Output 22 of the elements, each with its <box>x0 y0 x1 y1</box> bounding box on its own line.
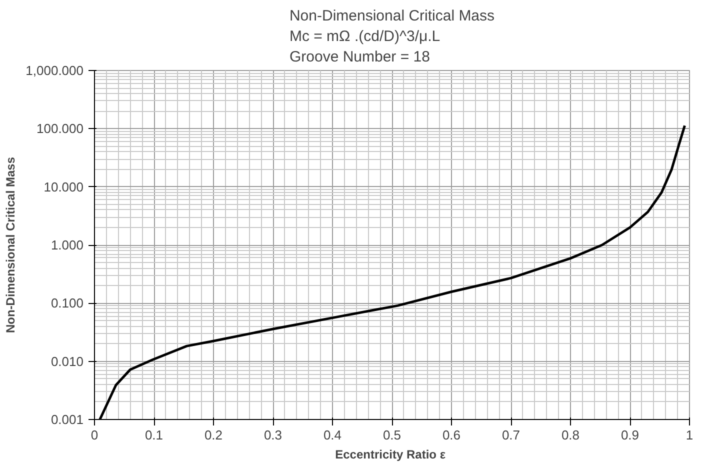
x-tick-label: 0.6 <box>442 428 461 442</box>
x-tick-label: 0.2 <box>204 428 223 442</box>
chart-title: Non-Dimensional Critical Mass Mc = mΩ .(cd/D)^3/μ.L Groove Number = 18 <box>289 8 495 66</box>
x-tick-label: 1 <box>686 428 694 442</box>
x-tick-label: 0.7 <box>502 428 520 442</box>
x-tick-label: 0 <box>90 428 98 442</box>
y-tick-label: 0.010 <box>50 354 84 369</box>
y-tick-label: 100.000 <box>36 121 84 136</box>
y-axis-title: Non-Dimensional Critical Mass <box>4 156 18 334</box>
y-tick-label: 1,000.000 <box>26 63 84 78</box>
line-series <box>98 124 686 420</box>
x-tick-label: 0.5 <box>382 428 402 442</box>
x-tick-label: 0.3 <box>264 428 282 442</box>
x-tick-label: 0.8 <box>561 428 580 442</box>
x-tick-label: 0.1 <box>144 428 164 442</box>
x-tick-label: 0.4 <box>323 428 342 442</box>
y-tick-label: 1.000 <box>50 238 84 252</box>
y-tick-label: 0.100 <box>50 296 84 311</box>
x-axis-title: Eccentricity Ratio ε <box>335 448 446 462</box>
y-tick-label: 10.000 <box>44 179 84 194</box>
x-tick-label: 0.9 <box>620 428 640 442</box>
y-tick-label: 0.001 <box>50 412 84 427</box>
